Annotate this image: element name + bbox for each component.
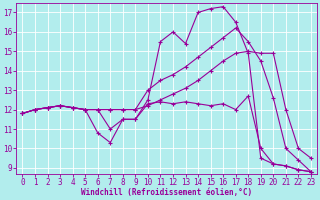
X-axis label: Windchill (Refroidissement éolien,°C): Windchill (Refroidissement éolien,°C) bbox=[81, 188, 252, 197]
